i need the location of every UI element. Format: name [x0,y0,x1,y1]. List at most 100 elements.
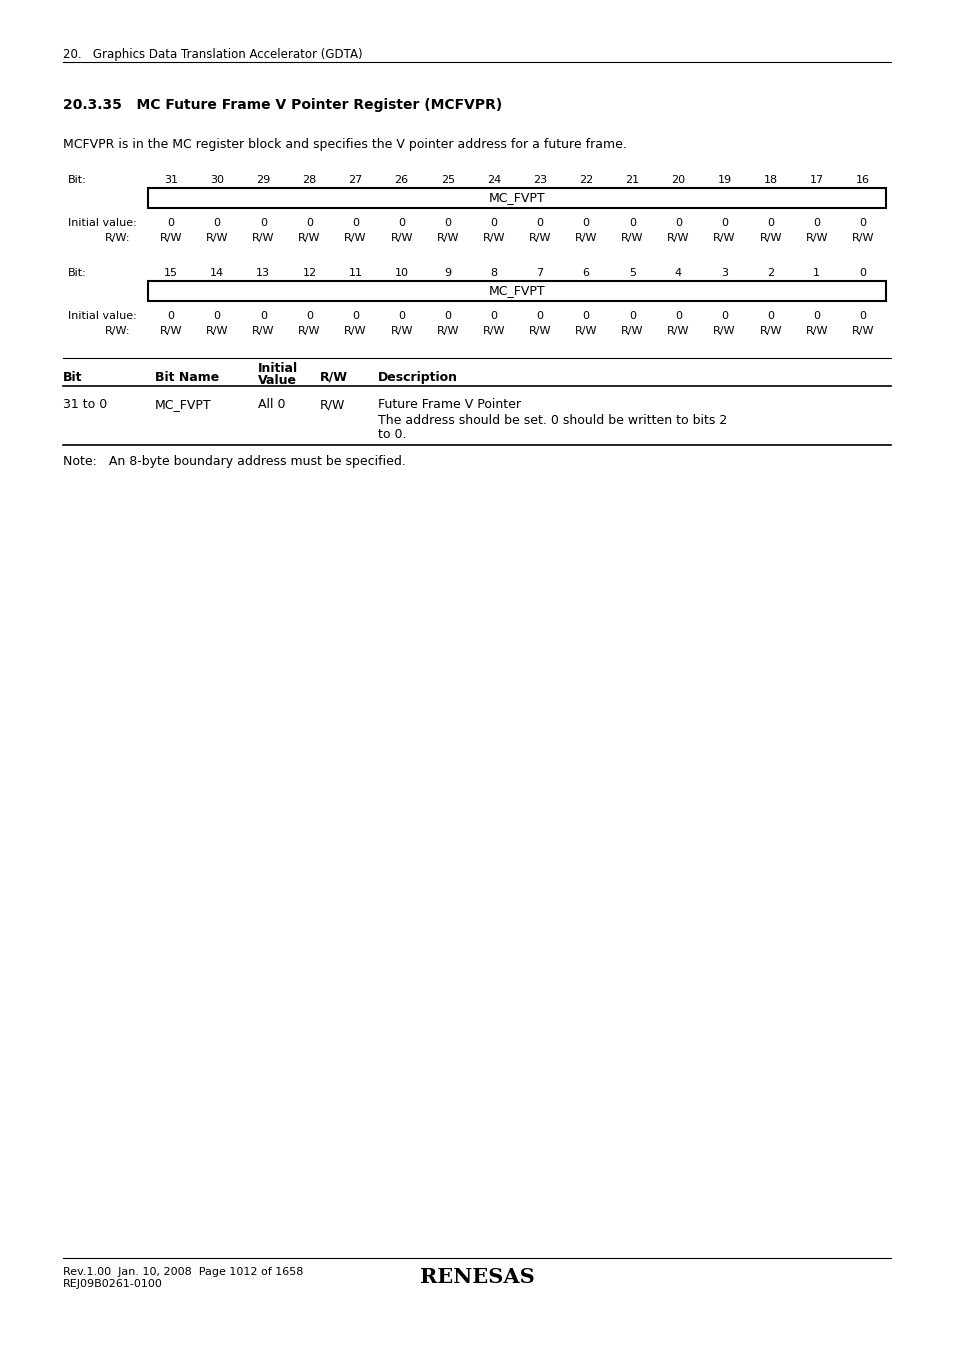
Text: 0: 0 [628,310,635,321]
Text: 0: 0 [306,310,313,321]
Text: R/W: R/W [436,234,458,243]
Bar [148,188,885,208]
Text: Bit Name: Bit Name [154,371,219,383]
Text: R/W: R/W [528,325,551,336]
Text: Initial value:: Initial value: [68,217,136,228]
Text: Bit:: Bit: [68,269,87,278]
Text: 27: 27 [348,176,362,185]
Text: 24: 24 [486,176,500,185]
Text: 0: 0 [582,217,589,228]
Text: 0: 0 [168,217,174,228]
Text: 0: 0 [813,310,820,321]
Text: R/W: R/W [804,234,827,243]
Text: 0: 0 [766,310,774,321]
Text: 6: 6 [582,269,589,278]
Text: R/W: R/W [206,234,228,243]
Text: 16: 16 [855,176,869,185]
Text: MCFVPR is in the MC register block and specifies the V pointer address for a fut: MCFVPR is in the MC register block and s… [63,138,626,151]
Text: R/W: R/W [804,325,827,336]
Text: 0: 0 [859,269,865,278]
Text: 4: 4 [674,269,681,278]
Text: 0: 0 [859,217,865,228]
Text: R/W: R/W [851,325,873,336]
Text: R/W: R/W [528,234,551,243]
Text: R/W: R/W [160,325,182,336]
Text: 0: 0 [628,217,635,228]
Text: 30: 30 [210,176,224,185]
Text: R/W: R/W [620,325,643,336]
Text: 0: 0 [397,217,405,228]
Text: 5: 5 [628,269,635,278]
Text: Initial value:: Initial value: [68,310,136,321]
Text: 0: 0 [720,310,727,321]
Text: R/W: R/W [390,325,413,336]
Text: 0: 0 [352,310,358,321]
Text: 0: 0 [444,217,451,228]
Text: 0: 0 [536,310,543,321]
Text: 0: 0 [720,217,727,228]
Text: R/W: R/W [620,234,643,243]
Text: Note:   An 8-byte boundary address must be specified.: Note: An 8-byte boundary address must be… [63,455,405,468]
Text: 11: 11 [348,269,362,278]
Text: R/W: R/W [206,325,228,336]
Text: Bit:: Bit: [68,176,87,185]
Text: R/W: R/W [319,371,348,383]
Text: 0: 0 [490,310,497,321]
Text: The address should be set. 0 should be written to bits 2: The address should be set. 0 should be w… [377,414,726,427]
Text: All 0: All 0 [257,398,285,410]
Text: R/W: R/W [713,325,735,336]
Text: 0: 0 [674,217,681,228]
Text: 31 to 0: 31 to 0 [63,398,107,410]
Text: Rev.1.00  Jan. 10, 2008  Page 1012 of 1658: Rev.1.00 Jan. 10, 2008 Page 1012 of 1658 [63,1268,303,1277]
Text: REJ09B0261-0100: REJ09B0261-0100 [63,1278,163,1289]
Text: 17: 17 [809,176,823,185]
Text: R/W: R/W [482,325,505,336]
Text: 0: 0 [168,310,174,321]
Text: R/W: R/W [666,325,689,336]
Text: 0: 0 [766,217,774,228]
Text: 20.3.35   MC Future Frame V Pointer Register (MCFVPR): 20.3.35 MC Future Frame V Pointer Regist… [63,99,501,112]
Text: 8: 8 [490,269,497,278]
Text: 1: 1 [813,269,820,278]
Text: R/W: R/W [252,325,274,336]
Text: 3: 3 [720,269,727,278]
Text: R/W: R/W [298,325,320,336]
Text: R/W: R/W [436,325,458,336]
Text: R/W: R/W [344,325,366,336]
Text: 15: 15 [164,269,178,278]
Text: 21: 21 [624,176,639,185]
Text: MC_FVPT: MC_FVPT [488,285,545,297]
Bar [148,281,885,301]
Text: 7: 7 [536,269,543,278]
Text: R/W: R/W [851,234,873,243]
Text: R/W: R/W [759,234,781,243]
Text: R/W: R/W [713,234,735,243]
Text: 31: 31 [164,176,178,185]
Text: Value: Value [257,374,296,387]
Text: 2: 2 [766,269,774,278]
Text: 20: 20 [671,176,685,185]
Text: 0: 0 [213,310,220,321]
Text: R/W: R/W [575,325,597,336]
Text: R/W:: R/W: [105,234,131,243]
Text: 0: 0 [397,310,405,321]
Text: R/W: R/W [390,234,413,243]
Text: MC_FVPT: MC_FVPT [488,192,545,204]
Text: 0: 0 [674,310,681,321]
Text: 14: 14 [210,269,224,278]
Text: 26: 26 [395,176,408,185]
Text: 0: 0 [444,310,451,321]
Text: 20.   Graphics Data Translation Accelerator (GDTA): 20. Graphics Data Translation Accelerato… [63,49,362,61]
Text: 9: 9 [444,269,451,278]
Text: 29: 29 [256,176,270,185]
Text: 22: 22 [578,176,593,185]
Text: Initial: Initial [257,362,297,375]
Text: R/W: R/W [344,234,366,243]
Text: Bit: Bit [63,371,82,383]
Text: to 0.: to 0. [377,428,406,441]
Text: Description: Description [377,371,457,383]
Text: 25: 25 [440,176,455,185]
Text: 0: 0 [490,217,497,228]
Text: R/W: R/W [160,234,182,243]
Text: MC_FVPT: MC_FVPT [154,398,212,410]
